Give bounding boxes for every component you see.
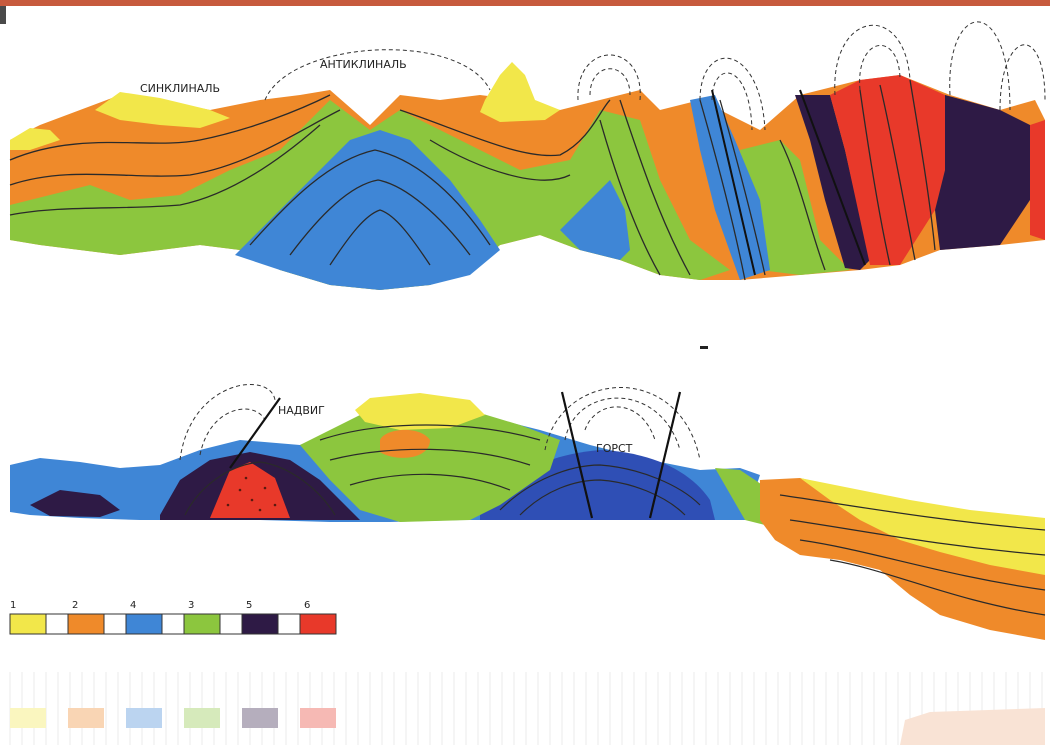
strata-lines <box>9 79 936 281</box>
reflection-swatch-2 <box>68 708 104 728</box>
yellow-cap <box>355 393 485 430</box>
anticline-label: АНТИКЛИНАЛЬ <box>320 58 407 71</box>
thrust-label: НАДВИГ <box>278 404 325 417</box>
legend-separator <box>219 613 243 635</box>
color-legend: 1 2 4 3 5 6 <box>9 600 337 635</box>
reflection-swatch-6 <box>300 708 336 728</box>
red-intrusion-dots <box>226 476 277 512</box>
legend-separator <box>103 613 127 635</box>
legend-separator <box>45 613 69 635</box>
yellow-descending <box>800 478 1045 575</box>
top-accent-strip <box>0 0 1050 6</box>
fault-lines-top <box>711 89 866 276</box>
reflection-swatch-4 <box>126 708 162 728</box>
purple-band-right <box>935 95 1030 250</box>
blue-anticline-core <box>235 130 500 290</box>
faded-reflection <box>9 672 1045 745</box>
legend-number-3: 3 <box>188 600 194 611</box>
reflection-orange-shape <box>900 708 1045 745</box>
strata-lines-bottom <box>184 424 1046 616</box>
legend-swatch-1 <box>9 613 47 635</box>
reflection-swatch-3 <box>184 708 220 728</box>
green-layer-right <box>740 140 850 275</box>
green-wedge-right <box>715 468 770 525</box>
eroded-fold-arcs <box>264 21 1046 131</box>
red-band-far-right <box>1030 120 1045 240</box>
legend-separator <box>161 613 185 635</box>
legend-number-2: 2 <box>72 600 78 611</box>
legend-number-4: 4 <box>130 600 136 611</box>
yellow-peak <box>480 62 560 122</box>
reflection-swatch-5 <box>242 708 278 728</box>
yellow-left-cap <box>10 128 60 150</box>
legend-separator <box>277 613 301 635</box>
red-band <box>830 75 945 265</box>
legend-swatch-5 <box>241 613 279 635</box>
legend-number-1: 1 <box>10 600 16 611</box>
blue-layer-right <box>560 180 630 260</box>
legend-swatch-3 <box>183 613 221 635</box>
fault-lines-bottom <box>229 391 682 519</box>
yellow-syncline-cap <box>95 92 230 128</box>
purple-left-pocket <box>30 490 120 517</box>
corner-tab <box>0 6 6 24</box>
red-intrusion <box>210 462 290 518</box>
green-syncline <box>300 405 560 522</box>
ink-mark <box>700 346 708 349</box>
faulted-strata-section: НАДВИГ ГОРСТ <box>10 384 1046 640</box>
legend-swatch-6 <box>299 613 337 635</box>
horst-label: ГОРСТ <box>596 442 633 455</box>
legend-swatch-2 <box>67 613 105 635</box>
legend-swatch-4 <box>125 613 163 635</box>
blue-layer-steep <box>690 95 770 280</box>
folded-strata-section: СИНКЛИНАЛЬ АНТИКЛИНАЛЬ <box>9 21 1046 290</box>
legend-number-5: 5 <box>246 600 252 611</box>
legend-number-6: 6 <box>304 600 310 611</box>
reflection-swatch-1 <box>10 708 46 728</box>
eroded-arcs-bottom <box>179 384 701 461</box>
syncline-label: СИНКЛИНАЛЬ <box>140 82 220 95</box>
